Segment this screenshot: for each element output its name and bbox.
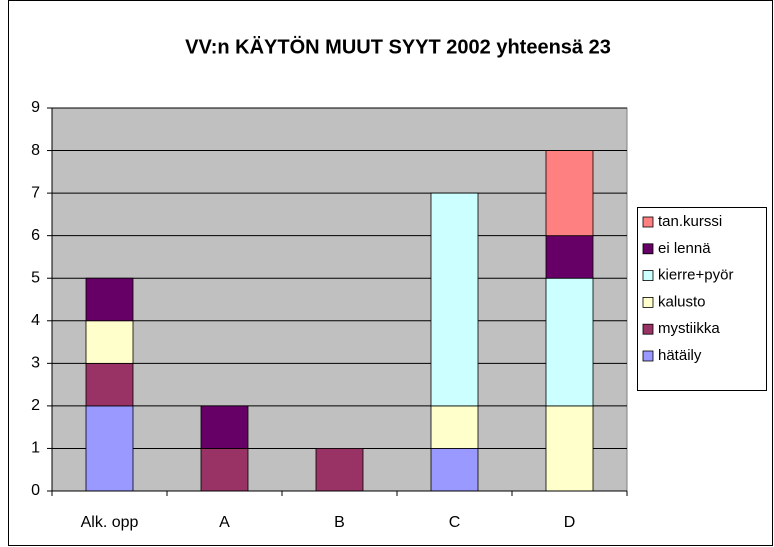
bar-segment: [85, 362, 134, 407]
bar-segment: [85, 277, 134, 322]
bar-segment: [85, 405, 134, 492]
x-tick-label: B: [334, 514, 345, 531]
chart-title: VV:n KÄYTÖN MUUT SYYT 2002 yhteensä 23: [185, 35, 611, 58]
bar-segment: [315, 448, 364, 492]
y-tick-label: 6: [31, 227, 40, 244]
legend-label: ei lennä: [658, 240, 711, 257]
bar-segment: [545, 277, 594, 407]
bar-segment: [200, 405, 249, 449]
legend-swatch: [642, 323, 654, 335]
x-tick-label: Alk. opp: [81, 514, 139, 531]
legend-label: tan.kurssi: [658, 213, 722, 230]
plot-area: [51, 107, 628, 492]
legend-label: kalusto: [658, 293, 706, 310]
y-tick-label: 2: [31, 397, 40, 414]
x-tick-label: A: [219, 514, 230, 531]
y-tick-label: 5: [31, 269, 40, 286]
legend-swatch: [642, 216, 654, 228]
legend-label: kierre+pyör: [658, 267, 733, 284]
legend-swatch: [642, 243, 654, 255]
x-tick-label: C: [449, 514, 461, 531]
bar-segment: [430, 448, 479, 492]
y-tick-label: 4: [31, 312, 40, 329]
legend-swatch: [642, 270, 654, 282]
legend: [637, 207, 767, 391]
y-tick-label: 1: [31, 440, 40, 457]
bar-segment: [200, 448, 249, 492]
legend-label: hätäily: [658, 347, 702, 364]
y-tick-label: 7: [31, 184, 40, 201]
bar-segment: [545, 235, 594, 279]
bar-segment: [545, 150, 594, 237]
bar-segment: [85, 320, 134, 364]
legend-label: mystiikka: [658, 320, 720, 337]
bar-segment: [430, 405, 479, 449]
bar-segment: [545, 405, 594, 492]
bar-segment: [430, 192, 479, 407]
legend-swatch: [642, 296, 654, 308]
y-tick-label: 0: [31, 482, 40, 499]
y-tick-label: 8: [31, 142, 40, 159]
legend-swatch: [642, 350, 654, 362]
y-tick-label: 3: [31, 355, 40, 372]
x-tick-label: D: [564, 514, 576, 531]
y-tick-label: 9: [31, 99, 40, 116]
